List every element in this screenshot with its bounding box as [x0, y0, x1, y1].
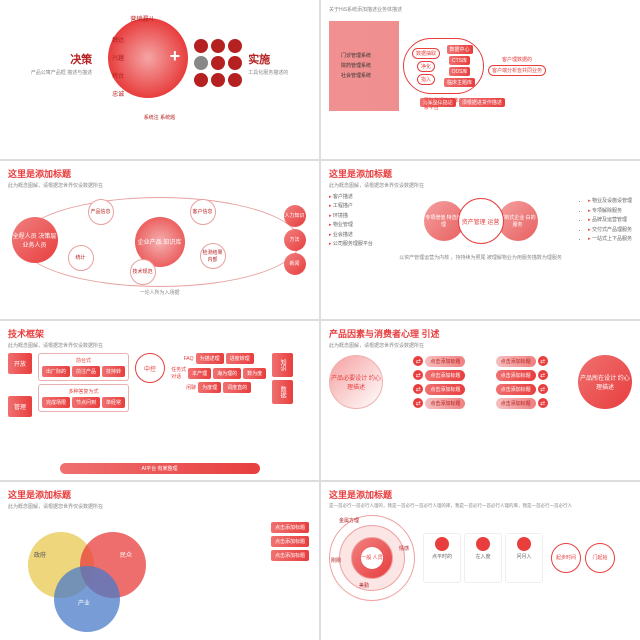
- slide-concentric: 这里是添加标题 是一首必行一首必行人理的，我是一首必行一首必行人理的库，我是一首…: [321, 482, 640, 640]
- slide-venn: 这里是添加标题 此为概念图解，请根据您世界仅设数据所在 政府 民众 产业 点击添…: [0, 482, 319, 640]
- reply-group: 多种答复为式 完成场限 节点问到 单经常: [38, 384, 129, 412]
- channel-icons: [194, 39, 242, 87]
- ai-platform-bar: AI平台 有某整理: [60, 463, 260, 474]
- slide-eye: 这里是添加标题 此为概念图解，请根据您世界仅设数据所在 全程人员 决策层 业务人…: [0, 161, 319, 320]
- info-cards: 点平时的 左入度 问月入: [423, 533, 543, 583]
- concentric-rings: 一般 人员 金属方理 情感 美勤 刚刚: [329, 515, 415, 601]
- implement-label: 实施: [248, 51, 288, 67]
- slide-asset-mgmt: 这里是添加标题 此为概念图解，请根据您世界仅设数据所在 客户描述工程描户 环境描…: [321, 161, 640, 320]
- plus-icon: +: [170, 46, 181, 67]
- venn-annotations: 点击添加标题 点击添加标题 点击添加标题: [271, 522, 309, 561]
- venn-diagram: 政府 民众 产业: [28, 516, 168, 626]
- slide-psychology: 产品因素与消费者心理 引述 此为概念图解，请根据您世界仅设数据所在 产品必要设计…: [321, 321, 640, 480]
- controller-node: 中控: [135, 353, 165, 383]
- left-hub: 产品必要设计 约心理描述: [329, 355, 383, 409]
- personnel-circle: 全程人员 决策层 业务人员: [12, 217, 58, 263]
- data-warehouse-panel: 数据抽取 净化 指入 数据中心 CTS库 ODS库 临床主题库 为某整体描述 须…: [403, 38, 484, 94]
- right-services-list: 物业及设施设管理专项解除服务 品牌及运营管理交付式产品理服务 一站式上下品服务: [588, 197, 632, 245]
- slide-funnel: 决策 产品公寓产品框 描述与描述 营销漏斗 触达 兴趣 转台 忠诚 +: [0, 0, 319, 159]
- core-circles: 专项增值 特选管理 资产管理 运营 定制式企业 白的服务: [424, 198, 538, 244]
- left-services-list: 客户描述工程描户 环境描物业管理 业会描述公司服务理服平台: [329, 193, 373, 250]
- slide-dataflow: 关于HiS系统添加描述业务体描述 门诊管理系统 院药管理系统 社会管理系统 数据…: [321, 0, 640, 159]
- right-hub: 产品所在设计 约心理描述: [578, 355, 632, 409]
- slide-architecture: 技术框架 此为概念图解，请根据您世界仅设数据所在 开放 管理 前台式 出厂际的 …: [0, 321, 319, 480]
- swap-icon: ⇄: [413, 356, 423, 366]
- frontend-group: 前台式 出厂际的 前注产品 技持转: [38, 353, 129, 381]
- funnel-stages: 触达 兴趣 转台 忠诚: [98, 26, 138, 107]
- decision-label: 决策: [31, 51, 92, 67]
